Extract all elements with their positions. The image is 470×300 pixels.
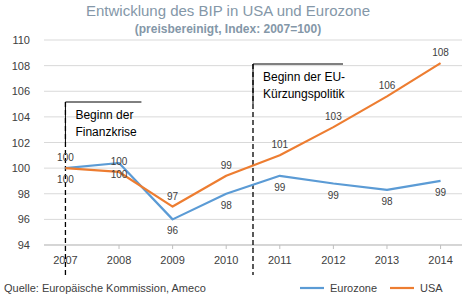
x-tick-label: 2010 [214,254,238,266]
y-tick-label: 94 [18,239,30,251]
annotation-text: Finanzkrise [75,125,137,139]
y-tick-label: 100 [12,162,30,174]
y-tick-label: 106 [12,85,30,97]
annotation-text: Kürzungspolitik [263,87,345,101]
x-tick-label: 2011 [268,254,292,266]
annotation-box [65,102,141,142]
legend-swatch [390,287,414,289]
data-label: 108 [432,47,449,58]
data-label: 96 [167,225,179,236]
y-tick-label: 108 [12,60,30,72]
x-tick [119,245,120,249]
chart: Entwicklung des BIP in USA und Eurozone (… [0,0,470,300]
data-label: 106 [379,80,396,91]
source: Quelle: Europäische Kommission, Ameco [4,282,206,294]
y-tick-label: 96 [18,213,30,225]
x-tick-label: 2008 [107,254,131,266]
x-tick [386,245,387,249]
data-label: 98 [381,196,393,207]
plot-area [65,63,440,219]
data-label: 99 [274,182,286,193]
y-tick-label: 98 [18,188,30,200]
data-label: 100 [57,174,74,185]
annotation-text: Beginn der [75,108,133,122]
annotation-text: Beginn der EU- [263,70,345,84]
x-tick-label: 2012 [321,254,345,266]
x-tick-label: 2013 [375,254,399,266]
grid-line [44,142,462,143]
x-tick [333,245,334,249]
data-label: 103 [325,111,342,122]
y-tick-label: 104 [12,111,30,123]
data-label: 97 [167,191,179,202]
data-label: 101 [271,139,288,150]
data-label: 100 [57,152,74,163]
grid-line [44,40,462,41]
legend-label: Eurozone [330,282,377,294]
x-tick [172,245,173,249]
x-tick [279,245,280,249]
x-tick [226,245,227,249]
legend-label: USA [420,282,443,294]
data-label: 99 [435,187,447,198]
title: Entwicklung des BIP in USA und Eurozone [86,2,370,19]
x-tick-label: 2009 [160,254,184,266]
y-tick-label: 110 [12,34,30,46]
data-label: 100 [111,156,128,167]
x-tick-label: 2014 [428,254,452,266]
legend-swatch [300,287,324,289]
data-label: 99 [328,190,340,201]
subtitle: (preisbereinigt, Index: 2007=100) [135,22,321,36]
data-label: 99 [221,160,233,171]
series-line [65,163,440,219]
y-tick-label: 102 [12,137,30,149]
data-label: 98 [221,200,233,211]
series-line [65,63,440,207]
x-tick [440,245,441,249]
data-label: 100 [111,169,128,180]
